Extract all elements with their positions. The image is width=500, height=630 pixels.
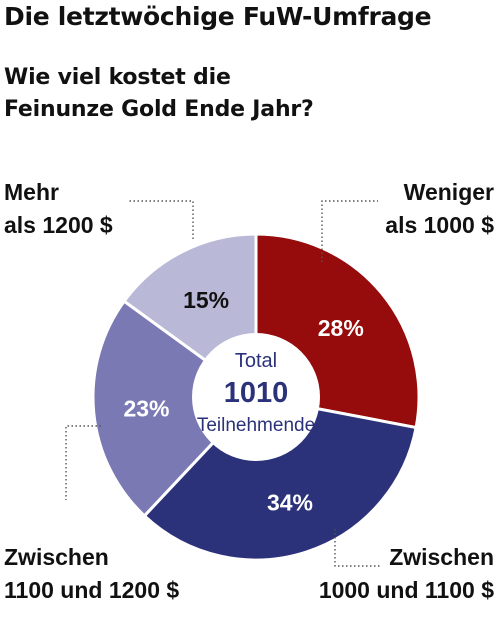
value-label-weniger: 28% xyxy=(318,315,364,341)
value-label-mehr: 15% xyxy=(183,287,229,313)
category-labels: Weniger als 1000 $ Zwischen 1000 und 1100 $… xyxy=(4,179,494,603)
category-label-line: Mehr xyxy=(4,179,59,205)
category-label-line: Zwischen xyxy=(4,544,109,570)
category-label-line: 1000 und 1100 $ xyxy=(319,577,494,603)
center-total-label: Total xyxy=(235,350,277,372)
leader-line-weniger xyxy=(321,200,378,262)
leader-lines xyxy=(65,200,380,567)
slice-value-labels: 28% 34% 23% 15% xyxy=(123,287,363,516)
donut-center-hole xyxy=(192,333,320,461)
category-label-1100-1200: Zwischen 1100 und 1200 $ xyxy=(4,544,179,603)
category-label-weniger: Weniger als 1000 $ xyxy=(385,179,494,238)
category-label-line: Zwischen xyxy=(389,544,494,570)
center-participants-label: Teilnehmende xyxy=(197,415,315,436)
category-label-line: Weniger xyxy=(404,179,494,205)
chart-subtitle: Wie viel kostet die Feinunze Gold Ende J… xyxy=(4,62,314,126)
subtitle-line-2: Feinunze Gold Ende Jahr? xyxy=(4,97,314,122)
center-total-value: 1010 xyxy=(224,377,289,409)
slice-1100-1200 xyxy=(91,299,258,518)
slice-1000-1100 xyxy=(142,395,418,562)
category-label-line: als 1200 $ xyxy=(4,212,113,238)
category-label-1000-1100: Zwischen 1000 und 1100 $ xyxy=(319,544,494,603)
category-label-line: als 1000 $ xyxy=(385,212,494,238)
leader-line-1000-1100 xyxy=(334,529,380,567)
value-label-1000-1100: 34% xyxy=(267,490,313,516)
category-label-line: 1100 und 1200 $ xyxy=(4,577,179,603)
subtitle-line-1: Wie viel kostet die xyxy=(4,65,231,90)
leader-line-mehr xyxy=(128,200,194,239)
category-label-mehr: Mehr als 1200 $ xyxy=(4,179,113,238)
value-label-1100-1200: 23% xyxy=(123,395,169,421)
chart-title: Die letztwöchige FuW-Umfrage xyxy=(4,2,432,31)
leader-line-1100-1200 xyxy=(65,425,101,500)
